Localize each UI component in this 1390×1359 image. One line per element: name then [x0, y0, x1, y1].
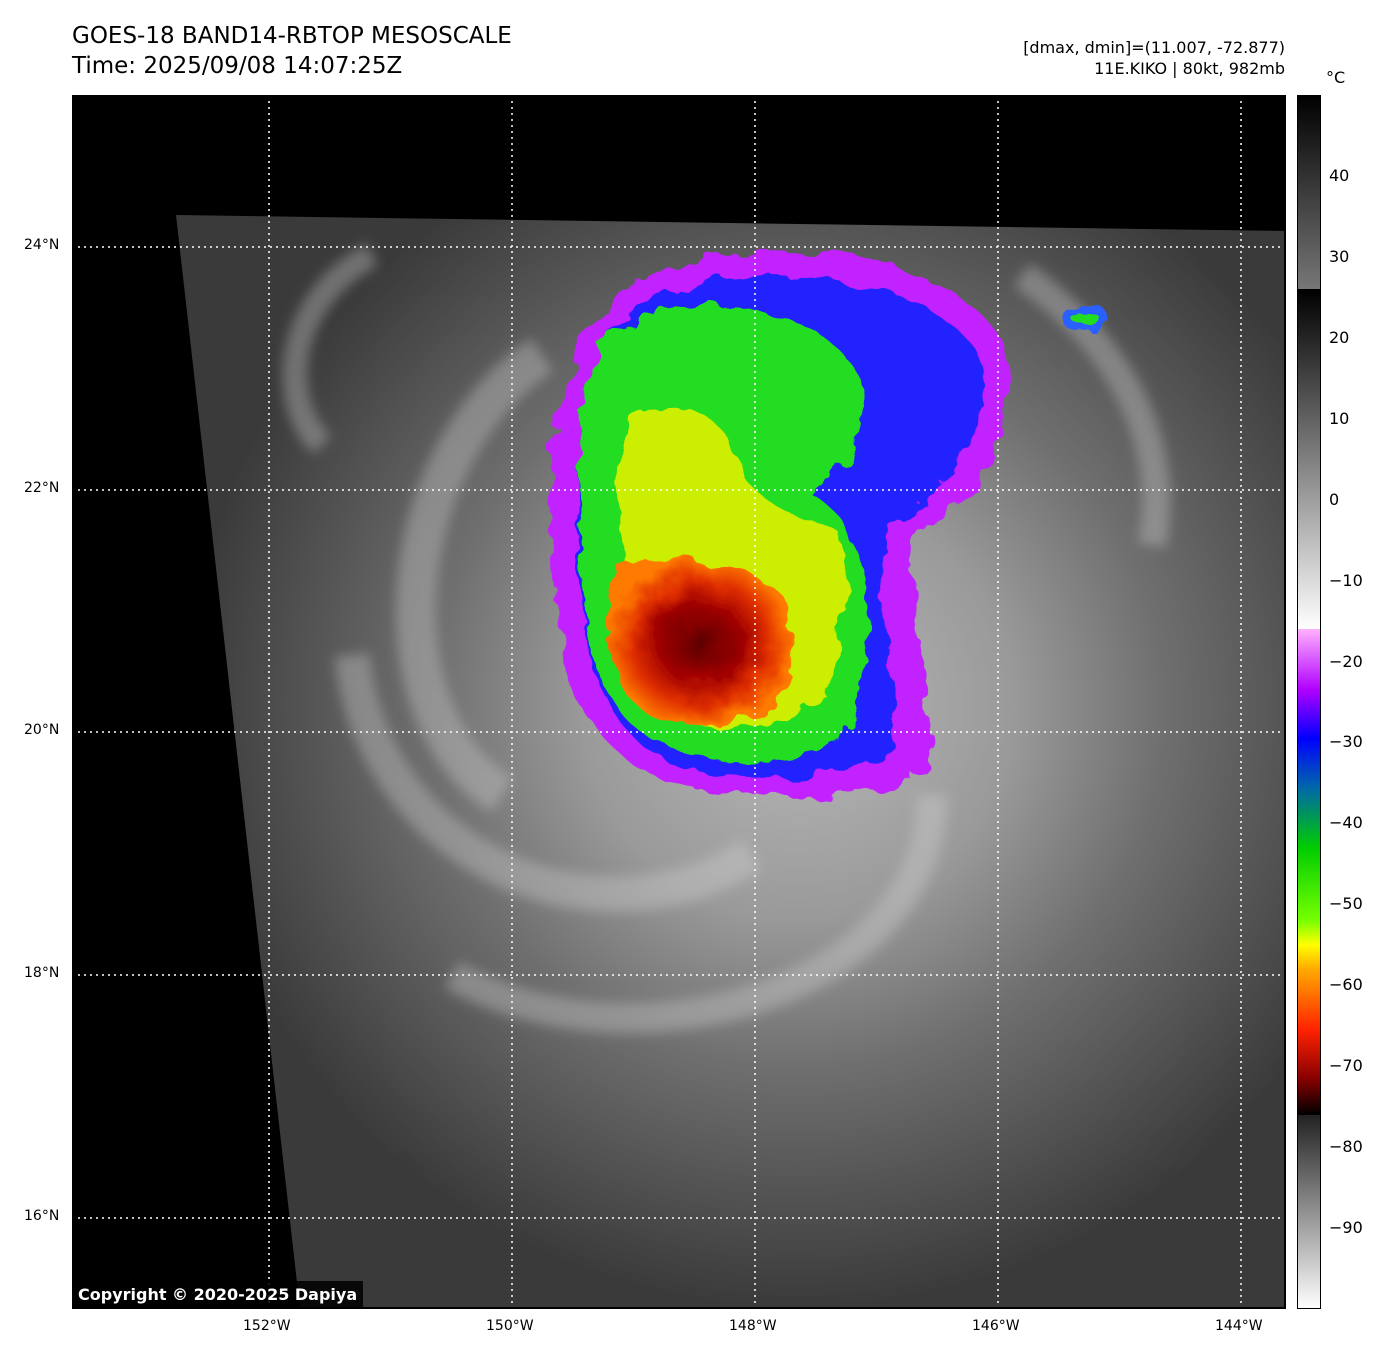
- graticule: [72, 95, 1286, 1309]
- colorbar-tick-label: 40: [1329, 165, 1350, 185]
- lon-label: 150°W: [486, 1318, 534, 1334]
- lat-label: 18°N: [24, 965, 60, 981]
- colorbar-tick-label: 20: [1329, 327, 1350, 347]
- lon-label: 152°W: [243, 1318, 291, 1334]
- lat-label: 22°N: [24, 480, 60, 496]
- satellite-map: [72, 95, 1286, 1309]
- lon-label: 144°W: [1215, 1318, 1263, 1334]
- colorbar-tick-label: −50: [1329, 894, 1363, 914]
- lat-label: 16°N: [24, 1208, 60, 1224]
- timestamp: Time: 2025/09/08 14:07:25Z: [72, 53, 403, 79]
- storm-cold-core: [608, 559, 793, 726]
- colorbar-tick-label: −60: [1329, 975, 1363, 995]
- colorbar-tick-label: −40: [1329, 813, 1363, 833]
- chart-title: GOES-18 BAND14-RBTOP MESOSCALE: [72, 23, 512, 49]
- colorbar-tick-label: −20: [1329, 651, 1363, 671]
- map-border: [72, 95, 1286, 1309]
- colorbar-tick-label: −70: [1329, 1056, 1363, 1076]
- storm-info: 11E.KIKO | 80kt, 982mb: [1094, 59, 1285, 78]
- colorbar-tick-label: 10: [1329, 408, 1350, 428]
- colorbar-tick-label: −10: [1329, 570, 1363, 590]
- colorbar-tick-label: −30: [1329, 732, 1363, 752]
- copyright-badge: Copyright © 2020-2025 Dapiya: [72, 1281, 364, 1308]
- lat-label: 20°N: [24, 722, 60, 738]
- colorbar-tick-label: −80: [1329, 1137, 1363, 1157]
- colorbar-tick-label: 30: [1329, 246, 1350, 266]
- lat-label: 24°N: [24, 237, 60, 253]
- colorbar-tick-label: −90: [1329, 1218, 1363, 1238]
- colorbar: [1297, 95, 1321, 1309]
- dmax-dmin-readout: [dmax, dmin]=(11.007, -72.877): [1023, 38, 1285, 57]
- lon-label: 148°W: [729, 1318, 777, 1334]
- colorbar-unit: °C: [1326, 68, 1346, 87]
- lon-label: 146°W: [972, 1318, 1020, 1334]
- colorbar-tick-label: 0: [1329, 489, 1340, 509]
